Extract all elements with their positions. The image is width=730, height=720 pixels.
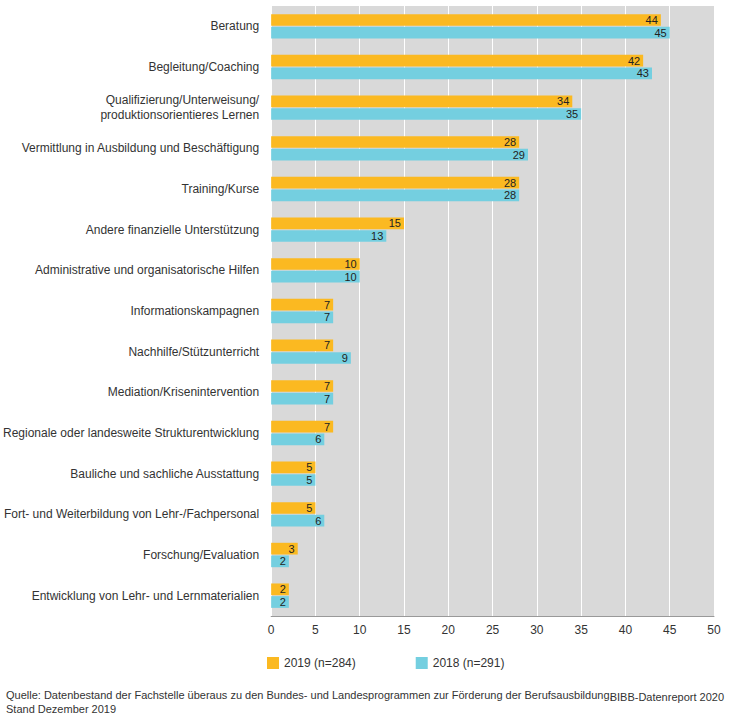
svg-text:2: 2 xyxy=(280,583,286,595)
svg-text:50: 50 xyxy=(707,623,721,637)
svg-text:28: 28 xyxy=(504,177,516,189)
svg-text:25: 25 xyxy=(486,623,500,637)
svg-text:5: 5 xyxy=(306,461,312,473)
svg-text:35: 35 xyxy=(566,108,578,120)
svg-text:7: 7 xyxy=(324,311,330,323)
svg-text:Entwicklung von Lehr- und Lern: Entwicklung von Lehr- und Lernmaterialie… xyxy=(32,589,259,603)
svg-text:Training/Kurse: Training/Kurse xyxy=(182,182,260,196)
svg-text:43: 43 xyxy=(637,67,649,79)
svg-text:9: 9 xyxy=(342,352,348,364)
svg-text:Qualifizierung/Unterweisung/: Qualifizierung/Unterweisung/ xyxy=(106,93,260,107)
svg-text:Bauliche und sachliche Ausstat: Bauliche und sachliche Ausstattung xyxy=(70,467,259,481)
svg-text:Informationskampagnen: Informationskampagnen xyxy=(130,304,259,318)
svg-text:7: 7 xyxy=(324,393,330,405)
svg-text:44: 44 xyxy=(646,14,658,26)
svg-text:5: 5 xyxy=(306,502,312,514)
svg-text:Nachhilfe/Stützunterricht: Nachhilfe/Stützunterricht xyxy=(128,345,259,359)
svg-text:6: 6 xyxy=(315,515,321,527)
svg-text:2018 (n=291): 2018 (n=291) xyxy=(433,656,505,670)
svg-text:2: 2 xyxy=(280,555,286,567)
svg-text:28: 28 xyxy=(504,136,516,148)
svg-text:15: 15 xyxy=(389,217,401,229)
svg-text:2: 2 xyxy=(280,596,286,608)
svg-text:Quelle: Datenbestand der Fachs: Quelle: Datenbestand der Fachstelle über… xyxy=(6,689,613,701)
svg-text:45: 45 xyxy=(654,27,666,39)
svg-text:Vermittlung in Ausbildung und: Vermittlung in Ausbildung und Beschäftig… xyxy=(22,141,260,155)
svg-text:10: 10 xyxy=(344,271,356,283)
svg-text:Begleitung/Coaching: Begleitung/Coaching xyxy=(148,60,259,74)
svg-text:Administrative und organisator: Administrative und organisatorische Hilf… xyxy=(35,263,259,277)
svg-text:28: 28 xyxy=(504,189,516,201)
svg-text:15: 15 xyxy=(397,623,411,637)
svg-text:Mediation/Krisenintervention: Mediation/Krisenintervention xyxy=(108,385,259,399)
svg-text:42: 42 xyxy=(628,55,640,67)
svg-text:45: 45 xyxy=(663,623,677,637)
svg-text:40: 40 xyxy=(619,623,633,637)
svg-text:6: 6 xyxy=(315,433,321,445)
svg-text:10: 10 xyxy=(344,258,356,270)
svg-text:29: 29 xyxy=(513,149,525,161)
svg-text:3: 3 xyxy=(289,543,295,555)
svg-text:Andere finanzielle Unterstützu: Andere finanzielle Unterstützung xyxy=(86,223,259,237)
svg-text:10: 10 xyxy=(353,623,367,637)
svg-text:produktionsorientieres Lernen: produktionsorientieres Lernen xyxy=(100,108,259,122)
svg-text:30: 30 xyxy=(530,623,544,637)
svg-text:7: 7 xyxy=(324,299,330,311)
svg-text:7: 7 xyxy=(324,380,330,392)
svg-text:Stand Dezember 2019: Stand Dezember 2019 xyxy=(6,703,116,715)
svg-text:Regionale oder landesweite Str: Regionale oder landesweite Strukturentwi… xyxy=(3,426,259,440)
svg-text:20: 20 xyxy=(442,623,456,637)
svg-text:Fort- und Weiterbildung von Le: Fort- und Weiterbildung von Lehr-/Fachpe… xyxy=(4,507,259,521)
svg-text:34: 34 xyxy=(557,95,569,107)
svg-text:2019 (n=284): 2019 (n=284) xyxy=(284,656,356,670)
svg-text:35: 35 xyxy=(574,623,588,637)
svg-text:5: 5 xyxy=(312,623,319,637)
svg-text:BIBB-Datenreport 2020: BIBB-Datenreport 2020 xyxy=(610,691,724,703)
svg-text:Beratung: Beratung xyxy=(210,19,259,33)
svg-text:7: 7 xyxy=(324,421,330,433)
svg-text:7: 7 xyxy=(324,339,330,351)
svg-text:0: 0 xyxy=(268,623,275,637)
svg-text:13: 13 xyxy=(371,230,383,242)
svg-text:5: 5 xyxy=(306,474,312,486)
svg-text:Forschung/Evaluation: Forschung/Evaluation xyxy=(143,548,259,562)
